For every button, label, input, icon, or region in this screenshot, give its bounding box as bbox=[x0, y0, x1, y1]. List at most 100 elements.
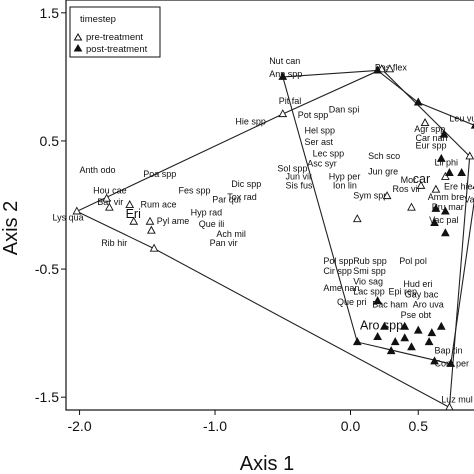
post-treatment-point bbox=[427, 328, 437, 337]
species-label: Hud eri bbox=[403, 279, 432, 289]
legend-box bbox=[69, 6, 161, 58]
species-label: Vio sag bbox=[353, 276, 383, 286]
post-treatment-point bbox=[386, 346, 396, 355]
species-label: Sis fus bbox=[286, 180, 314, 190]
post-treatment-point bbox=[470, 122, 474, 129]
species-label: Dan spi bbox=[329, 105, 360, 115]
y-tick-label: 1.5 bbox=[40, 5, 60, 21]
species-label: Pol pol bbox=[399, 256, 427, 266]
post-treatment-point bbox=[400, 321, 410, 330]
species-label: Ser ast bbox=[305, 137, 334, 147]
species-label: Car nan bbox=[416, 133, 448, 143]
species-label: Cir spp bbox=[323, 266, 352, 276]
x-tick-label: 0.0 bbox=[341, 418, 361, 434]
legend: timestep pre-treatment post-treatment bbox=[69, 6, 161, 58]
species-label: Sol spp bbox=[277, 164, 307, 174]
species-label: Ame nan bbox=[323, 283, 359, 293]
x-tick-label: 0.5 bbox=[409, 418, 429, 434]
species-label: Que pri bbox=[337, 297, 367, 307]
post-treatment-point bbox=[400, 333, 410, 342]
species-label: Par qui bbox=[212, 194, 241, 204]
species-label: Pru mar bbox=[432, 202, 464, 212]
pre-treatment-point bbox=[145, 216, 155, 225]
legend-pre-label: pre-treatment bbox=[86, 32, 143, 43]
post-treatment-point bbox=[373, 332, 382, 341]
species-label: Ere hie bbox=[444, 182, 473, 192]
species-label: Vac ang bbox=[464, 194, 474, 204]
post-treatment-point bbox=[380, 321, 389, 330]
species-label: Anth odo bbox=[80, 165, 116, 175]
species-label: Pot spp bbox=[298, 110, 329, 120]
species-label: Mor bbox=[401, 175, 417, 185]
species-label: Vac pal bbox=[429, 215, 458, 225]
species-label: Dic spp bbox=[231, 179, 261, 189]
y-tick-label: -0.5 bbox=[35, 261, 59, 277]
species-label: Epi rep bbox=[389, 287, 418, 297]
pre-treatment-point bbox=[125, 200, 135, 209]
data-points bbox=[72, 64, 474, 411]
post-treatment-point bbox=[373, 65, 382, 74]
species-label: Hyp per bbox=[329, 171, 361, 181]
legend-title: timestep bbox=[80, 14, 116, 25]
pre-treatment-point bbox=[416, 180, 426, 189]
species-label: Jun gre bbox=[368, 166, 398, 176]
y-axis-title: Axis 2 bbox=[0, 201, 22, 255]
pre-treatment-point bbox=[352, 214, 362, 223]
legend-pre-marker bbox=[73, 33, 83, 41]
x-tick-label: -2.0 bbox=[67, 418, 91, 434]
pre-treatment-point bbox=[149, 243, 159, 252]
species-label: Lac spp bbox=[353, 287, 385, 297]
pre-treatment-point bbox=[129, 216, 139, 225]
species-label: Pyl ame bbox=[157, 216, 190, 226]
species-label: Jun vir bbox=[286, 171, 313, 181]
post-treatment-point bbox=[407, 342, 416, 351]
y-tick-label: -1.5 bbox=[35, 389, 59, 405]
pre-treatment-point bbox=[72, 206, 82, 215]
post-treatment-point bbox=[436, 321, 446, 330]
species-label: Pan vir bbox=[210, 238, 238, 248]
x-axis-ticks: -2.0-1.00.00.51.0 bbox=[67, 410, 429, 434]
species-label: Aro uva bbox=[413, 300, 444, 310]
species-label: Asc syr bbox=[307, 159, 337, 169]
species-label: Agr spp bbox=[414, 124, 445, 134]
post-treatment-point bbox=[390, 337, 400, 346]
species-label: Ann spp bbox=[269, 69, 302, 79]
species-label: Lil phi bbox=[435, 157, 459, 167]
species-label: Pol spp bbox=[323, 256, 353, 266]
hull-pre-treatment bbox=[75, 68, 471, 409]
species-label: Bac ham bbox=[372, 300, 408, 310]
pre-treatment-point bbox=[440, 171, 450, 180]
post-treatment-point bbox=[445, 168, 454, 177]
post-treatment-point bbox=[431, 203, 441, 212]
species-label: Bar vir bbox=[97, 197, 123, 207]
pre-treatment-point bbox=[407, 202, 416, 211]
legend-post-marker bbox=[73, 44, 83, 52]
post-treatment-point bbox=[457, 168, 466, 177]
hull-post-treatment bbox=[282, 69, 474, 365]
pre-treatment-point bbox=[431, 184, 441, 193]
post-treatment-point bbox=[440, 228, 450, 237]
post-treatment-point bbox=[439, 129, 449, 138]
x-axis-title: Axis 1 bbox=[240, 453, 294, 474]
species-label: Hou cae bbox=[93, 186, 127, 196]
species-label: Que ili bbox=[199, 219, 225, 229]
y-tick-label: 0.5 bbox=[40, 133, 60, 149]
species-label: Sym spp bbox=[353, 191, 388, 201]
species-label: Amm bre bbox=[428, 192, 465, 202]
post-treatment-point bbox=[352, 337, 362, 346]
species-label: Bap tin bbox=[435, 346, 463, 356]
y-axis-ticks: 1.5 0.5 -0.5 -1.5 bbox=[35, 5, 66, 405]
species-label: Smi spp bbox=[353, 266, 386, 276]
pre-treatment-point bbox=[278, 109, 288, 118]
pre-treatment-point bbox=[445, 402, 454, 411]
post-treatment-point bbox=[430, 356, 439, 365]
species-label: Pse obt bbox=[401, 310, 432, 320]
x-tick-label: -1.0 bbox=[203, 418, 227, 434]
post-treatment-point bbox=[424, 337, 434, 346]
species-label: Aro spp bbox=[360, 318, 403, 332]
pre-treatment-point bbox=[146, 225, 156, 234]
post-treatment-point bbox=[440, 206, 450, 215]
pre-treatment-point bbox=[465, 151, 474, 160]
